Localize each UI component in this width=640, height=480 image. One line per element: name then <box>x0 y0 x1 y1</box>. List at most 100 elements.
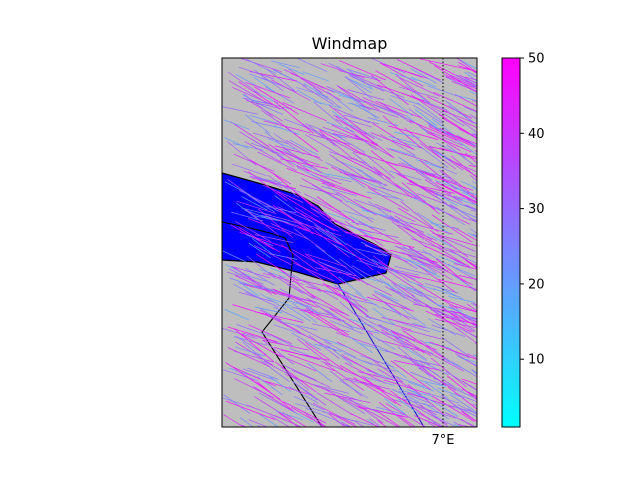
wind-vector <box>444 412 477 427</box>
wind-vector <box>234 378 275 399</box>
wind-vector <box>436 206 466 226</box>
wind-vector <box>257 151 297 172</box>
wind-vector <box>398 388 428 399</box>
wind-vector <box>275 149 320 166</box>
wind-vector <box>313 101 343 126</box>
wind-vector <box>316 392 354 416</box>
wind-vector <box>301 196 339 224</box>
wind-vector <box>355 292 381 309</box>
wind-vector <box>456 95 477 102</box>
wind-vector <box>234 346 265 357</box>
wind-vector <box>292 249 332 272</box>
wind-vector <box>388 125 439 140</box>
wind-vector <box>377 420 387 427</box>
wind-vector <box>341 354 379 376</box>
wind-vector <box>328 412 358 427</box>
wind-vector <box>284 322 318 331</box>
wind-vector <box>265 380 313 396</box>
wind-vector <box>338 168 366 189</box>
wind-vector <box>367 187 409 212</box>
wind-vector <box>377 84 425 102</box>
wind-vector <box>420 146 449 169</box>
wind-vector <box>307 362 333 383</box>
wind-vector <box>311 208 347 234</box>
wind-vector <box>339 258 367 279</box>
wind-vector <box>382 115 422 149</box>
wind-vector <box>409 120 457 141</box>
wind-vector <box>356 422 365 427</box>
wind-vector <box>244 141 282 163</box>
wind-vector <box>379 278 405 296</box>
wind-vector <box>329 154 365 179</box>
wind-vector <box>426 233 452 248</box>
wind-vector <box>467 408 477 415</box>
wind-vector <box>273 100 314 134</box>
wind-vector <box>389 72 417 81</box>
wind-vector <box>289 139 318 156</box>
wind-vector <box>410 222 454 235</box>
wind-vector <box>464 76 477 81</box>
wind-vector <box>260 360 290 382</box>
wind-vector <box>375 100 423 119</box>
wind-vector <box>366 296 415 312</box>
wind-vector <box>447 263 476 277</box>
wind-vector <box>350 124 383 142</box>
wind-vector <box>336 420 351 427</box>
wind-vector <box>418 367 457 391</box>
wind-vector <box>434 192 458 207</box>
wind-vector <box>401 182 440 215</box>
wind-vector <box>274 195 300 214</box>
wind-vector <box>413 67 444 84</box>
wind-vector <box>362 97 405 116</box>
wind-vector <box>348 69 373 89</box>
wind-vector <box>370 84 405 98</box>
wind-vector <box>370 132 415 150</box>
wind-vector <box>462 257 477 269</box>
wind-vector <box>332 243 356 257</box>
wind-vector <box>244 208 280 236</box>
wind-vector <box>383 248 418 270</box>
wind-vector <box>228 80 267 103</box>
wind-vector <box>332 393 366 414</box>
wind-vector <box>392 331 437 351</box>
wind-vector <box>339 200 373 223</box>
wind-vector <box>328 89 355 100</box>
wind-vector <box>302 164 329 176</box>
colorbar-tick-label: 20 <box>528 277 545 292</box>
wind-vector <box>432 400 458 417</box>
wind-vector <box>390 360 432 391</box>
wind-vector <box>239 227 281 253</box>
wind-vector <box>426 203 471 225</box>
wind-vector <box>348 215 374 229</box>
wind-vector <box>296 58 328 73</box>
wind-vector <box>296 338 333 367</box>
wind-vector <box>467 133 477 136</box>
wind-vector <box>425 310 472 333</box>
wind-vector <box>299 185 340 196</box>
wind-vector <box>464 106 477 113</box>
wind-vector <box>362 151 395 179</box>
wind-vector <box>236 200 277 215</box>
wind-vector <box>253 77 276 93</box>
wind-vector <box>372 343 404 359</box>
wind-vector <box>371 258 398 274</box>
wind-vector <box>292 302 317 323</box>
wind-vector <box>399 86 439 99</box>
wind-vector <box>258 413 279 427</box>
wind-vector <box>443 74 477 88</box>
wind-vector <box>320 63 365 79</box>
wind-vector <box>257 376 283 396</box>
wind-vector <box>431 395 475 422</box>
wind-vector <box>351 265 384 284</box>
wind-vector <box>446 132 477 145</box>
wind-vector <box>280 366 310 391</box>
wind-vector <box>424 160 457 175</box>
wind-vector <box>399 256 425 267</box>
wind-vector <box>427 96 473 119</box>
wind-vector <box>239 131 275 154</box>
wind-vector <box>381 215 412 224</box>
map-frame <box>221 57 478 428</box>
wind-vector <box>352 152 383 177</box>
wind-vector <box>451 273 477 291</box>
